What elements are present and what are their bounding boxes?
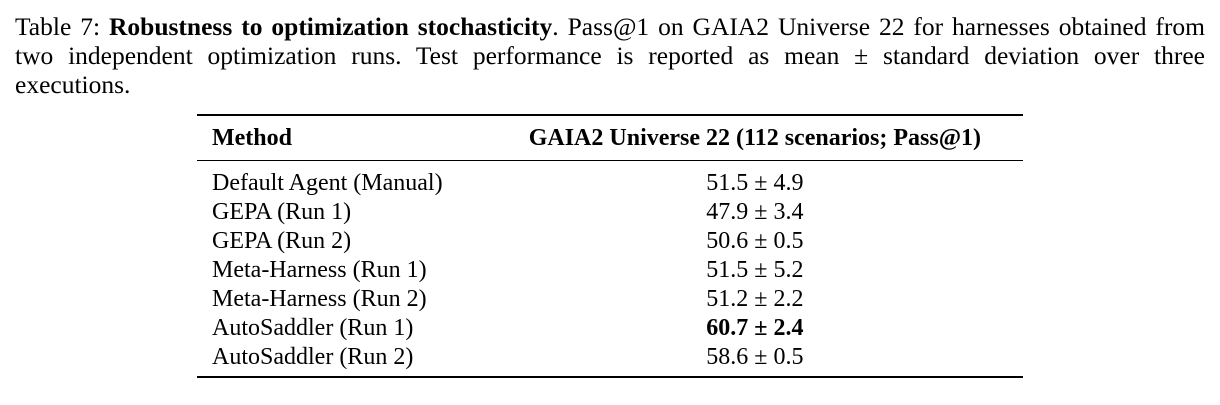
table-row: AutoSaddler (Run 2) 58.6 ± 0.5: [197, 343, 1023, 377]
method-cell: GEPA (Run 1): [212, 199, 352, 225]
results-table: Method GAIA2 Universe 22 (112 scenarios; …: [197, 114, 1023, 378]
table-row: AutoSaddler (Run 1) 60.7 ± 2.4: [197, 314, 1023, 343]
caption-text: . Pass@1 on GAIA2 Universe 22 for harnes…: [15, 12, 1206, 99]
table-row: GEPA (Run 1) 47.9 ± 3.4: [197, 198, 1023, 227]
score-cell: 60.7 ± 2.4: [706, 315, 804, 341]
header-row: Method GAIA2 Universe 22 (112 scenarios; …: [197, 115, 1023, 161]
method-cell: Meta-Harness (Run 1): [212, 257, 427, 283]
table-row: GEPA (Run 2) 50.6 ± 0.5: [197, 227, 1023, 256]
column-header: GAIA2 Universe 22 (112 scenarios; Pass@1…: [528, 124, 982, 151]
table-row: Meta-Harness (Run 1) 51.5 ± 5.2: [197, 256, 1023, 285]
score-cell: 47.9 ± 3.4: [706, 199, 804, 225]
score-cell: 51.5 ± 5.2: [706, 257, 804, 283]
table-row: Default Agent (Manual) 51.5 ± 4.9: [197, 161, 1023, 199]
method-cell: AutoSaddler (Run 2): [212, 344, 414, 370]
method-cell: GEPA (Run 2): [212, 228, 352, 254]
caption-label: Table 7:: [15, 12, 101, 41]
score-cell: 50.6 ± 0.5: [706, 228, 804, 254]
method-cell: Meta-Harness (Run 2): [212, 286, 427, 312]
caption-title: Robustness to optimization stochasticity: [108, 12, 553, 41]
score-cell: 51.2 ± 2.2: [706, 286, 804, 312]
table-caption: Table 7: Robustness to optimization stoc…: [15, 12, 1205, 99]
score-cell: 51.5 ± 4.9: [706, 170, 804, 196]
method-cell: Default Agent (Manual): [212, 170, 443, 196]
score-cell: 58.6 ± 0.5: [706, 344, 804, 370]
column-header: Method: [212, 124, 292, 151]
method-cell: AutoSaddler (Run 1): [212, 315, 414, 341]
table-row: Meta-Harness (Run 2) 51.2 ± 2.2: [197, 285, 1023, 314]
